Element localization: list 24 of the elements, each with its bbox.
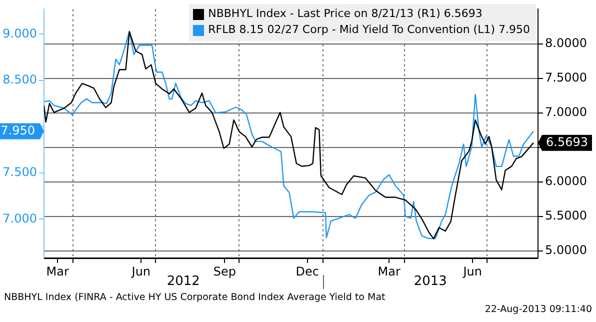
y-tick-label: 7.000 [2, 211, 37, 226]
x-tick-label: Mar [46, 264, 70, 278]
x-tick-label: Jun [130, 264, 151, 278]
y-tick-label: 7.500 [2, 165, 37, 180]
y-tick-label: 9.000 [2, 26, 37, 40]
text: 22-Aug-2013 09:11:40 [484, 304, 592, 315]
y2-tick-label: 7.0000 [545, 105, 587, 120]
x-tick-label: Dec [296, 264, 319, 278]
x-tick-label: Mar [378, 264, 400, 278]
data-label: 6.5693 [546, 134, 588, 149]
text: NBBHYL Index (FINRA - Active HY US Corporate Bond Index Average Yield to Mat [4, 292, 386, 303]
legend-label: NBBHYL Index - Last Price on 8/21/13 (R1) 6.5693 [208, 6, 482, 22]
x-tick-label: Sep [213, 264, 236, 278]
text: 2012 [166, 274, 200, 289]
y-tick-label: 7.950 [0, 123, 36, 138]
y2-tick-label: 6.0000 [545, 174, 587, 188]
y2-tick-label: 5.0000 [545, 243, 587, 258]
legend-label: RFLB 8.15 02/27 Corp - Mid Yield To Convention (L1) 7.950 [208, 22, 530, 38]
y-tick-label: 8.500 [2, 72, 37, 87]
x-tick-label: Jun [462, 264, 482, 278]
y2-tick-label: 8.0000 [545, 36, 587, 50]
y2-tick-label: 5.5000 [545, 208, 587, 223]
y2-tick-label: 7.5000 [545, 70, 587, 85]
text: 2013 [414, 274, 447, 289]
